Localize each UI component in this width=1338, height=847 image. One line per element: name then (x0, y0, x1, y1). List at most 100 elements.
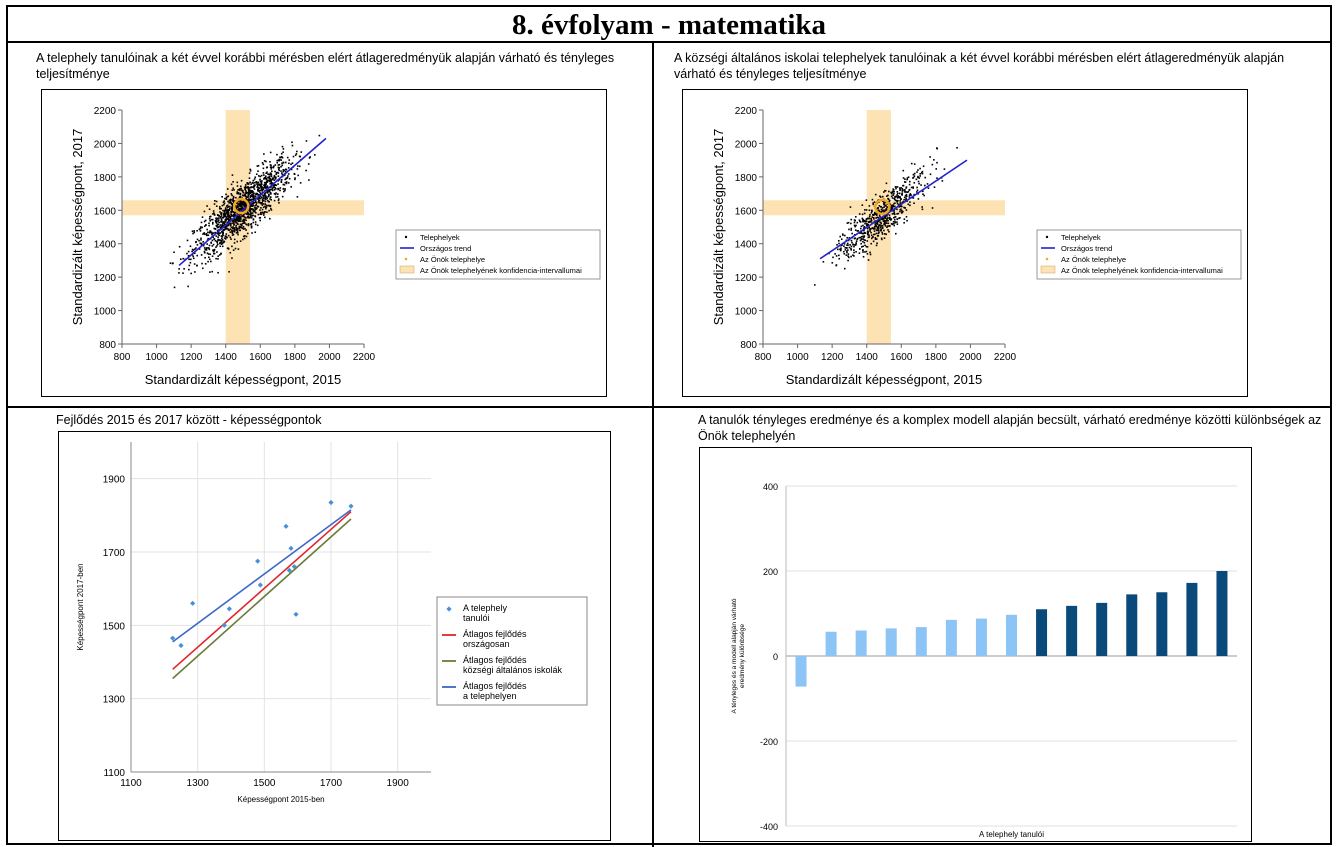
data-point (252, 182, 254, 184)
data-point (884, 201, 886, 204)
data-point (943, 168, 946, 170)
data-point (221, 204, 224, 207)
data-point (872, 202, 874, 204)
data-point (913, 182, 916, 184)
data-point (893, 211, 896, 214)
data-point (883, 219, 885, 222)
data-point (208, 248, 211, 251)
data-point (282, 151, 284, 154)
data-point (257, 183, 260, 186)
data-point (179, 258, 182, 261)
data-point (885, 215, 888, 217)
data-point (169, 262, 172, 264)
data-point (237, 217, 240, 220)
data-point (905, 187, 907, 189)
data-point (282, 170, 285, 173)
data-point (278, 169, 280, 172)
data-point (199, 226, 202, 228)
data-point (870, 220, 873, 222)
data-point (269, 204, 272, 207)
data-point (899, 205, 902, 208)
data-point (241, 220, 244, 222)
data-point (884, 190, 887, 192)
data-point (213, 203, 216, 205)
data-point (893, 224, 896, 227)
data-point (240, 208, 243, 210)
data-point (858, 236, 861, 239)
data-point (218, 221, 221, 224)
data-point (899, 187, 901, 189)
data-point (274, 193, 277, 196)
data-point (252, 179, 255, 182)
data-point (903, 189, 906, 191)
data-point (916, 186, 918, 189)
series-line (172, 509, 352, 643)
data-point (227, 248, 230, 250)
data-point (219, 226, 222, 229)
data-point (846, 247, 848, 249)
data-point (233, 227, 236, 229)
data-point (894, 221, 896, 224)
data-point (198, 239, 200, 242)
data-point (862, 220, 864, 223)
legend-swatch-band (1040, 265, 1056, 274)
data-point (232, 230, 234, 232)
data-point (227, 211, 230, 214)
data-point (922, 165, 925, 168)
data-point (236, 206, 238, 208)
y-tick-label: 800 (740, 340, 757, 351)
data-point (250, 226, 253, 229)
data-point (904, 181, 907, 183)
data-point (220, 252, 222, 255)
data-point (213, 213, 216, 216)
data-point (207, 231, 209, 234)
data-point (255, 558, 261, 564)
data-point (227, 195, 230, 198)
data-point (893, 216, 896, 219)
data-point (274, 170, 276, 173)
data-point (240, 202, 243, 204)
trend-line (178, 137, 327, 267)
data-point (896, 221, 898, 223)
data-point (299, 182, 302, 184)
data-point (864, 232, 867, 235)
data-point (222, 232, 224, 235)
data-point (875, 238, 878, 240)
data-point (225, 211, 228, 214)
data-point (207, 260, 209, 263)
data-point (879, 216, 881, 218)
data-point (235, 226, 237, 228)
data-point (876, 229, 878, 232)
data-point (221, 241, 223, 243)
data-point (235, 227, 238, 229)
data-point (232, 233, 235, 236)
data-point (910, 162, 913, 165)
data-point (217, 255, 219, 257)
bar (1156, 592, 1168, 656)
data-point (863, 226, 866, 228)
data-point (931, 163, 934, 166)
data-point (261, 208, 264, 211)
data-point (229, 231, 232, 233)
data-point (263, 160, 266, 162)
data-point (883, 237, 886, 239)
data-point (881, 210, 884, 212)
data-point (220, 218, 223, 220)
data-point (223, 209, 226, 212)
data-point (239, 189, 241, 192)
data-point (890, 195, 893, 198)
data-point (238, 220, 241, 222)
data-point (233, 230, 236, 233)
data-point (186, 239, 189, 242)
data-point (853, 237, 856, 240)
data-point (233, 228, 236, 230)
data-point (224, 226, 226, 229)
data-point (236, 230, 239, 233)
data-point (256, 224, 259, 227)
data-point (263, 212, 265, 215)
data-point (242, 222, 245, 224)
data-point (863, 236, 865, 238)
data-point (254, 195, 257, 198)
data-point (261, 162, 264, 164)
data-point (243, 186, 246, 189)
